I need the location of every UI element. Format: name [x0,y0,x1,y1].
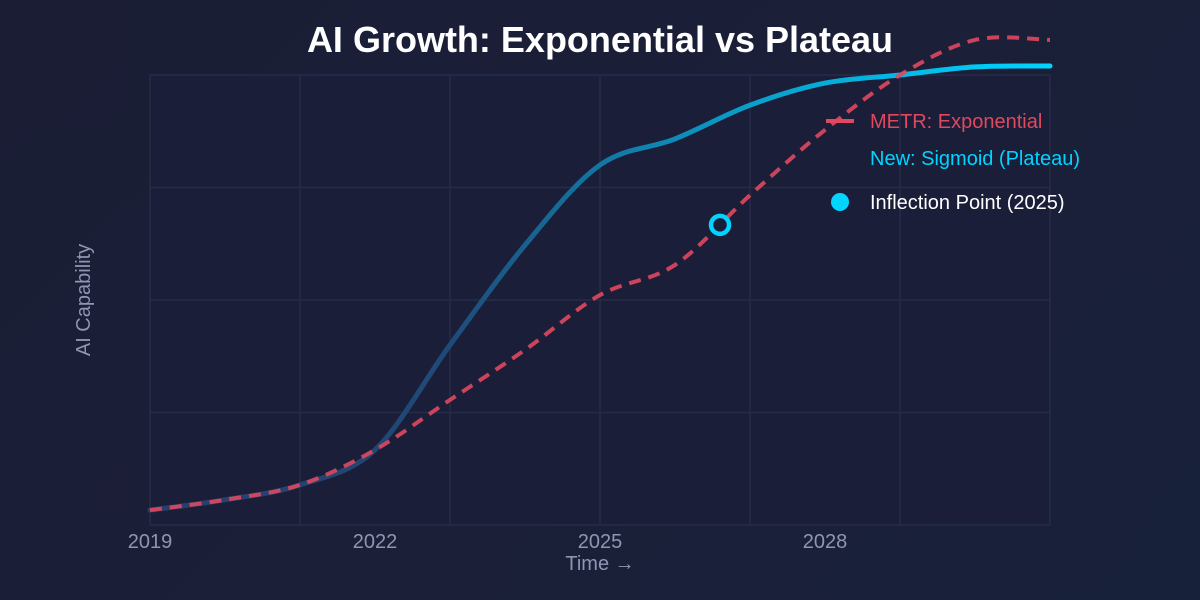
chart-title: AI Growth: Exponential vs Plateau [307,19,893,60]
x-tick-label: 2019 [128,531,173,553]
x-tick-label: 2022 [353,531,398,553]
legend-swatch-inflection [831,193,849,211]
inflection-point-marker [711,216,729,234]
x-axis-ticks: 2019 2022 2025 2028 [128,531,848,553]
x-axis-label: Time → [565,553,634,575]
legend-label-sigmoid: New: Sigmoid (Plateau) [870,148,1080,170]
legend-label-inflection: Inflection Point (2025) [870,192,1065,214]
inflection-marker-group [711,216,729,234]
x-tick-label: 2028 [803,531,848,553]
y-axis-label: AI Capability [73,244,95,356]
legend-label-exponential: METR: Exponential [870,111,1042,133]
x-tick-label: 2025 [578,531,623,553]
